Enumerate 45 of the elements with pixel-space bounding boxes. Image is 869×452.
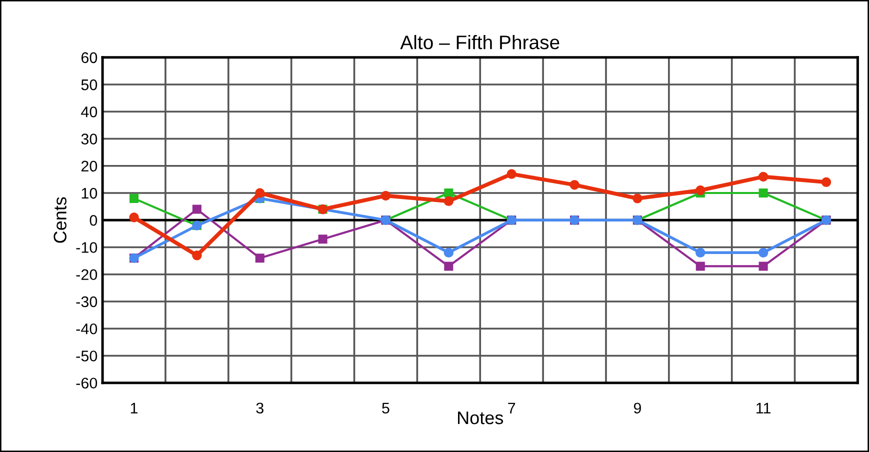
point <box>696 185 706 196</box>
point <box>696 262 705 271</box>
y-tick-label: -50 <box>76 350 98 362</box>
point <box>318 234 328 244</box>
x-tick-label: 3 <box>256 402 264 414</box>
point <box>696 248 706 258</box>
x-tick-label: 5 <box>382 402 390 414</box>
point <box>255 254 264 263</box>
point <box>444 196 454 206</box>
y-tick-label: 40 <box>81 106 98 118</box>
y-tick-label: -60 <box>76 378 98 389</box>
point <box>380 190 391 201</box>
point <box>570 180 580 190</box>
y-tick-label: 20 <box>81 160 98 172</box>
y-tick-label: -20 <box>76 269 98 280</box>
y-tick-label: -10 <box>76 242 98 253</box>
point <box>129 212 139 222</box>
point <box>444 262 454 271</box>
point <box>821 177 832 188</box>
point <box>192 204 202 214</box>
point <box>758 262 768 271</box>
y-axis-title: Cents <box>54 197 66 243</box>
point <box>255 188 265 198</box>
chart-title: Alto – Fifth Phrase <box>400 34 560 50</box>
point <box>444 188 454 198</box>
point <box>758 248 768 258</box>
point <box>129 194 139 203</box>
point <box>758 172 768 182</box>
x-tick-label: 1 <box>130 402 138 414</box>
x-tick-label: 7 <box>508 402 516 414</box>
point <box>506 169 516 179</box>
y-tick-label: 50 <box>81 79 98 90</box>
y-tick-label: -40 <box>76 323 98 334</box>
y-tick-label: -30 <box>76 296 98 308</box>
point <box>444 248 454 258</box>
point <box>632 194 642 204</box>
x-tick-label: 9 <box>634 402 641 414</box>
y-tick-label: 10 <box>82 188 98 199</box>
x-axis-title: Notes <box>458 412 504 424</box>
point <box>192 250 202 260</box>
y-tick-label: 60 <box>81 52 98 64</box>
x-tick-label: 11 <box>756 402 770 414</box>
y-tick-label: 0 <box>90 214 98 226</box>
y-tick-label: 30 <box>81 134 98 144</box>
point <box>758 188 768 198</box>
